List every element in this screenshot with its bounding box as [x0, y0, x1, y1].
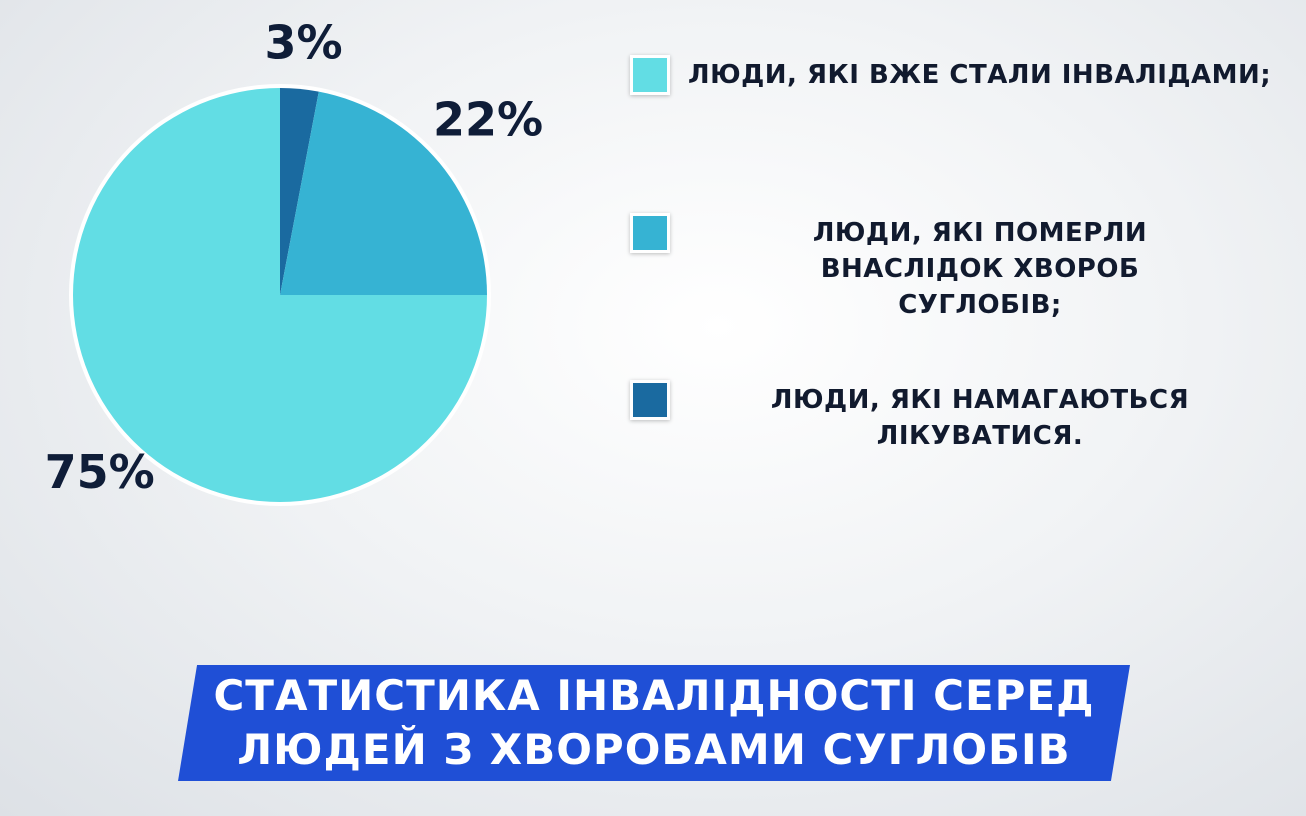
legend-label: ЛЮДИ, ЯКІ ПОМЕРЛИ ВНАСЛІДОК ХВОРОБ СУГЛО…: [812, 218, 1148, 320]
legend-swatch: [630, 55, 670, 95]
chart: 3% 22% 75%: [44, 15, 544, 502]
title-banner: СТАТИСТИКА ІНВАЛІДНОСТІ СЕРЕД ЛЮДЕЙ З ХВ…: [178, 665, 1130, 781]
legend-entry: ЛЮДИ, ЯКІ НАМАГАЮТЬСЯ ЛІКУВАТИСЯ.: [630, 380, 1280, 454]
legend-label: ЛЮДИ, ЯКІ ВЖЕ СТАЛИ ІНВАЛІДАМИ;: [688, 60, 1272, 90]
legend-entry: ЛЮДИ, ЯКІ ПОМЕРЛИ ВНАСЛІДОК ХВОРОБ СУГЛО…: [630, 213, 1280, 323]
legend-swatch: [630, 380, 670, 420]
pie-slice: [280, 88, 319, 295]
pie-slice: [280, 91, 487, 296]
data-label: 75%: [45, 445, 155, 499]
legend-label: ЛЮДИ, ЯКІ НАМАГАЮТЬСЯ ЛІКУВАТИСЯ.: [770, 385, 1190, 451]
chart-title: СТАТИСТИКА ІНВАЛІДНОСТІ СЕРЕД ЛЮДЕЙ З ХВ…: [213, 671, 1095, 774]
legend-entry: ЛЮДИ, ЯКІ ВЖЕ СТАЛИ ІНВАЛІДАМИ;: [630, 55, 1271, 95]
data-label: 22%: [433, 92, 543, 146]
data-label: 3%: [264, 16, 342, 70]
legend-swatch: [630, 213, 670, 253]
pie-slice: [73, 88, 487, 502]
